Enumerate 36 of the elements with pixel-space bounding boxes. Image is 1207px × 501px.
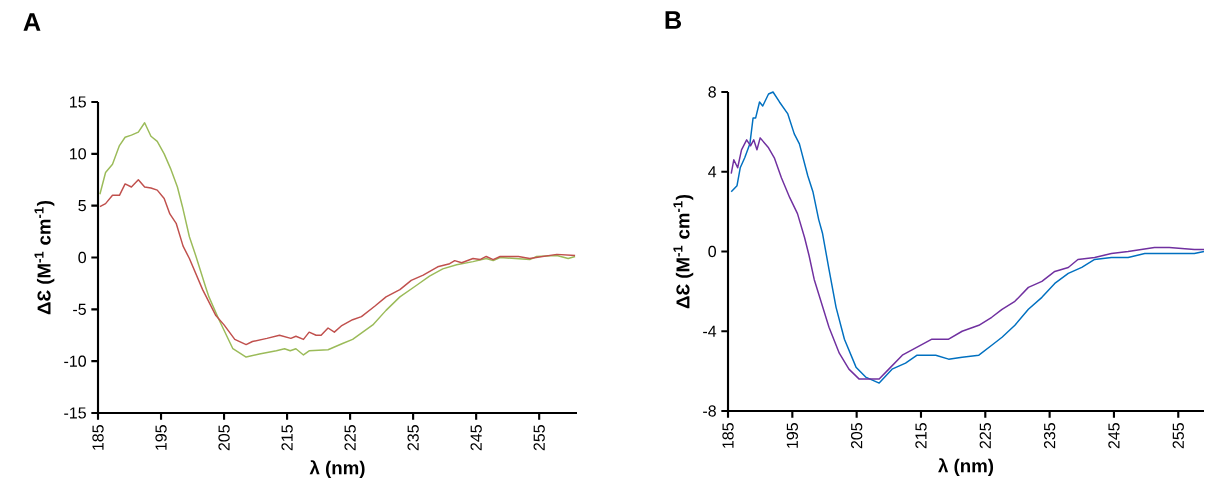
x-tick-label: 255 (533, 425, 545, 451)
y-tick-label: 8 (708, 86, 716, 98)
y-tick-label: -5 (73, 303, 86, 315)
x-tick-label: 195 (786, 423, 798, 448)
x-axis-title: λ (nm) (938, 458, 994, 477)
x-tick-label: 245 (1108, 423, 1120, 449)
y-tick-label: -15 (64, 407, 86, 419)
line-series (99, 121, 576, 358)
x-tick-label: 205 (850, 423, 863, 449)
y-tick-label: 10 (70, 148, 87, 160)
x-tick-label: 255 (1172, 423, 1184, 449)
x-tick-label: 225 (979, 423, 991, 449)
y-tick-label: -4 (703, 325, 717, 337)
y-axis-title: ΔƐ (M$^{-1}$ cm$^{-1}$) (34, 200, 55, 315)
y-tick-label: 15 (70, 96, 86, 108)
x-tick-label: 215 (915, 423, 927, 449)
x-tick-label: 185 (722, 423, 734, 448)
x-tick-label: 235 (1043, 423, 1056, 449)
x-tick-label: 245 (470, 425, 482, 451)
y-tick-label: 0 (78, 251, 87, 264)
x-tick-label: 225 (344, 425, 356, 451)
y-tick-label: 0 (708, 245, 717, 258)
chart-title: A (23, 13, 41, 31)
y-tick-label: -10 (64, 355, 87, 367)
x-axis-title: λ (nm) (309, 460, 365, 479)
x-tick-label: 215 (281, 425, 293, 451)
x-tick-label: 185 (92, 425, 104, 450)
x-tick-label: 235 (407, 425, 419, 451)
x-tick-label: 205 (218, 425, 230, 451)
y-tick-label: 5 (78, 200, 86, 212)
y-axis-title: ΔƐ (M$^{-1}$ cm$^{-1}$) (673, 194, 694, 309)
y-tick-label: 4 (708, 166, 717, 178)
y-tick-label: -8 (703, 405, 716, 417)
line-series (99, 179, 576, 346)
chart-title: B (665, 11, 682, 29)
x-tick-label: 195 (155, 425, 167, 450)
